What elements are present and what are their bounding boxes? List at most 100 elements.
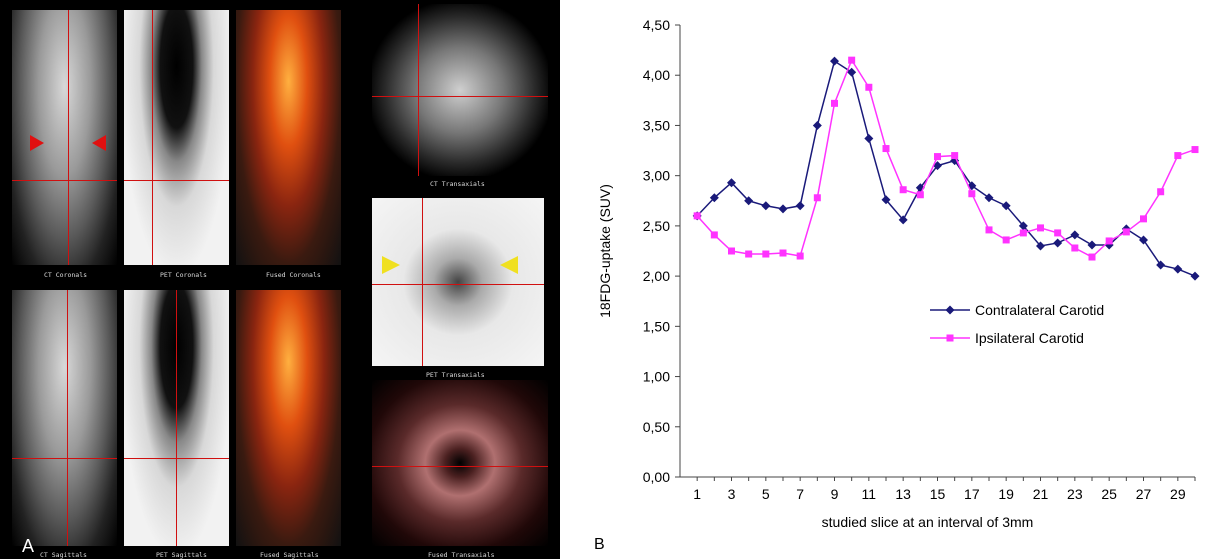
ct-transaxial-image — [372, 4, 548, 176]
caption-ct-transaxials: CT Transaxials — [430, 180, 485, 188]
data-point-ipsilateral — [745, 250, 753, 258]
data-point-ipsilateral — [1037, 224, 1044, 232]
y-tick-label: 4,50 — [643, 17, 670, 33]
data-point-contralateral — [898, 215, 908, 225]
y-tick-label: 4,00 — [643, 67, 670, 83]
yellow-arrow-icon — [500, 256, 518, 274]
x-tick-label: 21 — [1033, 486, 1049, 502]
data-point-ipsilateral — [831, 99, 838, 107]
data-point-ipsilateral — [1019, 229, 1027, 237]
red-arrow-icon — [30, 135, 44, 151]
data-point-contralateral — [881, 195, 891, 205]
data-point-contralateral — [761, 201, 771, 211]
data-point-ipsilateral — [693, 212, 701, 220]
pet-coronal-image — [124, 10, 229, 265]
data-point-contralateral — [1018, 221, 1028, 231]
data-point-contralateral — [1001, 201, 1011, 211]
y-tick-label: 0,00 — [643, 469, 670, 485]
data-point-ipsilateral — [934, 153, 941, 161]
y-tick-label: 2,00 — [643, 268, 670, 284]
legend-label-0: Contralateral Carotid — [975, 302, 1104, 318]
data-point-ipsilateral — [1122, 228, 1130, 236]
data-point-ipsilateral — [1002, 236, 1010, 244]
series-line-1 — [696, 58, 1196, 258]
data-point-ipsilateral — [1054, 229, 1062, 237]
y-tick-label: 1,50 — [643, 318, 670, 334]
caption-fused-transaxials: Fused Transaxials — [428, 551, 495, 559]
panel-letter-b: B — [594, 536, 605, 553]
caption-fused-coronals: Fused Coronals — [266, 271, 321, 279]
data-point-ipsilateral — [1157, 188, 1165, 196]
data-point-contralateral — [864, 134, 874, 144]
data-point-contralateral — [709, 193, 719, 203]
caption-pet-coronals: PET Coronals — [160, 271, 207, 279]
series-line-0 — [696, 59, 1196, 277]
data-point-ipsilateral — [968, 190, 976, 198]
caption-pet-transaxials: PET Transaxials — [426, 371, 485, 379]
x-tick-label: 1 — [693, 486, 701, 502]
x-tick-label: 9 — [831, 486, 839, 502]
data-point-contralateral — [812, 120, 822, 130]
panel-letter-a: A — [22, 536, 35, 556]
yellow-arrow-icon — [382, 256, 400, 274]
data-point-contralateral — [830, 56, 839, 66]
data-point-ipsilateral — [710, 231, 718, 239]
data-point-contralateral — [1173, 264, 1183, 274]
y-axis-label: 18FDG-uptake (SUV) — [597, 184, 613, 318]
data-point-contralateral — [1070, 230, 1080, 240]
ct-coronal-image — [12, 10, 117, 265]
chart-axes: 0,00 0,50 1,00 1,50 2,00 2,50 3,00 3,50 4,00 4,50… — [643, 17, 1196, 502]
y-tick-label: 3,50 — [643, 117, 670, 133]
data-point-contralateral — [1053, 238, 1063, 248]
x-tick-label: 15 — [930, 486, 946, 502]
y-tick-label: 1,00 — [643, 369, 670, 385]
data-point-ipsilateral — [1088, 253, 1096, 261]
data-point-contralateral — [744, 196, 754, 206]
data-point-contralateral — [1156, 260, 1166, 270]
legend-label-1: Ipsilateral Carotid — [975, 330, 1084, 346]
data-point-ipsilateral — [882, 145, 890, 153]
x-tick-label: 3 — [728, 486, 736, 502]
chart-legend: Contralateral Carotid Ipsilateral Carotid — [930, 302, 1104, 346]
pet-transaxial-image — [372, 198, 544, 366]
data-point-contralateral — [984, 193, 994, 203]
data-point-ipsilateral — [1071, 244, 1079, 252]
data-point-ipsilateral — [848, 56, 856, 64]
legend-marker-ipsilateral — [946, 334, 954, 342]
x-tick-label: 27 — [1136, 486, 1152, 502]
data-point-contralateral — [727, 178, 736, 188]
imaging-panel-a: CT Coronals PET Coronals Fused Coronals … — [0, 0, 560, 559]
x-tick-label: 29 — [1170, 486, 1186, 502]
data-point-ipsilateral — [899, 186, 907, 194]
caption-ct-coronals: CT Coronals — [44, 271, 88, 279]
data-point-ipsilateral — [865, 83, 873, 91]
x-tick-label: 23 — [1067, 486, 1083, 502]
x-tick-label: 25 — [1101, 486, 1117, 502]
y-tick-label: 2,50 — [643, 218, 670, 234]
data-point-ipsilateral — [1140, 215, 1147, 223]
data-point-contralateral — [1087, 240, 1097, 250]
data-point-ipsilateral — [728, 247, 735, 255]
data-point-ipsilateral — [762, 250, 770, 258]
pet-sagittal-image — [124, 290, 229, 546]
legend-marker-contralateral — [945, 305, 955, 315]
data-point-contralateral — [778, 204, 788, 214]
data-point-contralateral — [1190, 271, 1200, 281]
data-point-ipsilateral — [916, 191, 924, 199]
fused-transaxial-image — [372, 380, 548, 546]
x-tick-label: 7 — [796, 486, 804, 502]
caption-pet-sagittals: PET Sagittals — [156, 551, 207, 559]
x-axis-label: studied slice at an interval of 3mm — [822, 514, 1034, 530]
x-tick-label: 17 — [964, 486, 980, 502]
data-point-contralateral — [1036, 241, 1045, 251]
suv-line-chart: 0,00 0,50 1,00 1,50 2,00 2,50 3,00 3,50 4,00 4,50… — [597, 17, 1200, 530]
fused-coronal-image — [236, 10, 341, 265]
data-point-ipsilateral — [985, 226, 993, 234]
data-point-ipsilateral — [779, 249, 787, 257]
x-tick-label: 13 — [895, 486, 911, 502]
x-tick-label: 11 — [862, 486, 877, 502]
caption-fused-sagittals: Fused Sagittals — [260, 551, 319, 559]
y-tick-label: 0,50 — [643, 419, 670, 435]
data-point-ipsilateral — [1191, 146, 1199, 154]
data-point-ipsilateral — [1174, 152, 1182, 160]
